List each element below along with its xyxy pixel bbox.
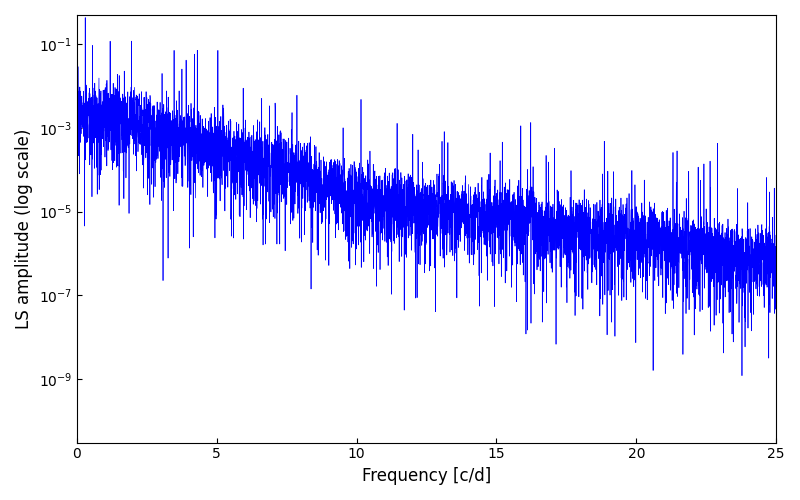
Y-axis label: LS amplitude (log scale): LS amplitude (log scale) [15, 128, 33, 329]
X-axis label: Frequency [c/d]: Frequency [c/d] [362, 467, 491, 485]
